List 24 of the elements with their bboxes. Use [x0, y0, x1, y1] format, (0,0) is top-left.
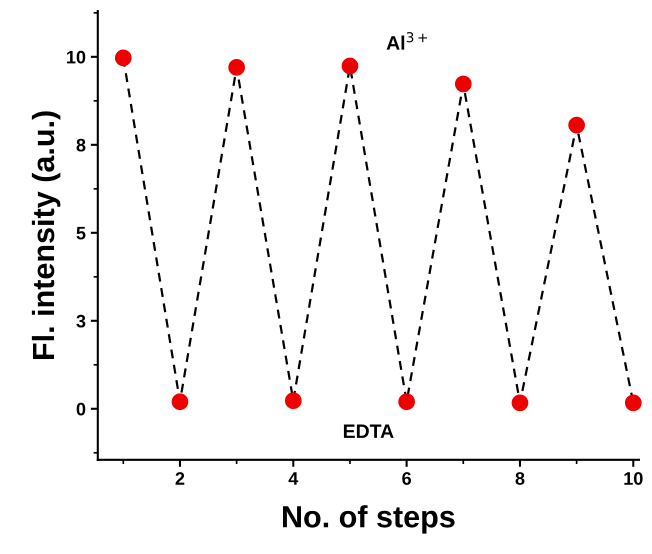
x-tick-label: 2 [176, 472, 184, 485]
point [114, 50, 132, 66]
point [228, 59, 245, 76]
x-tick-label: 10 [624, 472, 643, 485]
point [512, 394, 528, 412]
y-tick-label: 5 [76, 226, 86, 240]
y-tick-label: 0 [76, 402, 86, 416]
point [568, 116, 585, 134]
x-tick-label: 6 [402, 472, 411, 485]
point [624, 394, 642, 412]
y-tick-label: 10 [67, 50, 86, 64]
annotation: EDTA [344, 424, 394, 438]
y-tick-label: 8 [76, 138, 86, 152]
y-tick-label: 3 [76, 314, 86, 328]
x-tick-label: 8 [516, 472, 524, 485]
point [284, 392, 302, 410]
point [454, 76, 472, 92]
x-tick-label: 4 [288, 472, 298, 485]
point [398, 393, 415, 410]
annotation: Al$^{3+}$ [386, 32, 428, 50]
x-axis-title: No. of steps [283, 505, 455, 534]
point [342, 58, 358, 74]
point [172, 393, 188, 410]
y-axis-title: Fl. intensity (a.u.) [32, 111, 60, 360]
